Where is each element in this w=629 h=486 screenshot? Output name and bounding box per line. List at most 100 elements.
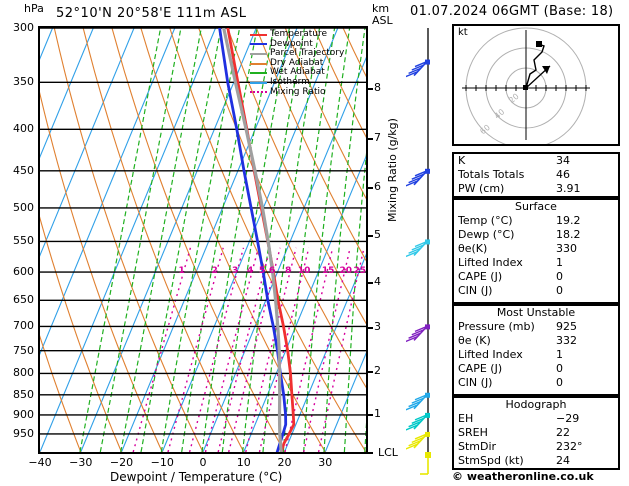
legend-label: Dewpoint <box>270 38 313 49</box>
legend-label: Mixing Ratio <box>270 86 326 97</box>
pressure-tick-label: 700 <box>13 319 34 333</box>
legend-label: Parcel Trajectory <box>270 48 345 59</box>
stat-key: θe(K) <box>458 242 488 255</box>
stat-value: 34 <box>556 154 570 167</box>
stat-key: Totals Totals <box>458 168 525 181</box>
height-unit-label-km: km <box>372 2 390 15</box>
skewt-canvas <box>40 28 366 452</box>
stat-value: 19.2 <box>556 214 581 227</box>
stat-row: Lifted Index 1 <box>454 348 618 362</box>
legend-swatch <box>250 81 267 84</box>
pressure-tick-label: 900 <box>13 407 34 421</box>
pressure-tick-label: 950 <box>13 426 34 440</box>
stat-value: 0 <box>556 376 563 389</box>
temperature-tick-label: −20 <box>109 456 134 469</box>
pressure-tick-label: 550 <box>13 234 34 248</box>
stat-value: 330 <box>556 242 577 255</box>
legend-swatch <box>250 62 267 65</box>
stat-row: StmSpd (kt) 24 <box>454 454 618 468</box>
height-tick-mark <box>368 281 373 284</box>
mixing-ratio-value-label: 10 <box>297 266 311 276</box>
stat-value: 3.91 <box>556 182 581 195</box>
stat-row: PW (cm) 3.91 <box>454 182 618 196</box>
legend-item: Dry Adiabat <box>250 57 354 69</box>
copyright-label: © weatheronline.co.uk <box>452 470 594 483</box>
stat-key: Dewp (°C) <box>458 228 515 241</box>
mixing-ratio-value-label: 6 <box>268 266 276 276</box>
pressure-unit-label: hPa <box>24 2 44 15</box>
stat-value: 1 <box>556 256 563 269</box>
hodograph-stats-panel: Hodograph EH −29 SREH 22 StmDir 232° StmSpd (kt… <box>452 396 620 470</box>
legend-swatch <box>250 43 267 46</box>
stat-key: Temp (°C) <box>458 214 513 227</box>
most-unstable-parcel-panel: Most Unstable Pressure (mb) 925 θe (K) 332 Li… <box>452 304 620 396</box>
stat-row: SREH 22 <box>454 426 618 440</box>
legend-swatch <box>250 91 267 94</box>
storm-motion-arrowhead <box>542 66 550 74</box>
stat-value: 24 <box>556 454 570 467</box>
mixing-ratio-value-label: 2 <box>211 266 218 276</box>
stat-key: CAPE (J) <box>458 362 503 375</box>
x-axis-label: Dewpoint / Temperature (°C) <box>110 470 283 484</box>
pressure-tick-label: 800 <box>13 366 34 380</box>
height-tick-mark <box>368 138 373 141</box>
stat-key: Pressure (mb) <box>458 320 535 333</box>
surface-parcel-panel: Surface Temp (°C) 19.2 Dewp (°C) 18.2 θe(K) 33… <box>452 198 620 304</box>
hodograph-unit-label: kt <box>458 27 468 38</box>
legend-item: Temperature <box>250 29 354 40</box>
stat-key: StmDir <box>458 440 497 453</box>
stat-row: Totals Totals 46 <box>454 168 618 182</box>
height-tick-label: 4 <box>374 274 381 288</box>
panel-title: Most Unstable <box>496 306 576 319</box>
pressure-tick-label: 500 <box>13 200 34 214</box>
stat-row: θe (K) 332 <box>454 334 618 348</box>
legend-swatch <box>250 33 267 36</box>
stat-row: CAPE (J) 0 <box>454 362 618 376</box>
pressure-tick-label: 750 <box>13 343 34 357</box>
hodograph-top-marker <box>536 41 542 47</box>
height-tick-mark <box>368 187 373 190</box>
mixing-ratio-value-label: 20 <box>339 266 353 276</box>
mixing-ratio-value-label: 4 <box>246 266 254 276</box>
height-tick-label: 3 <box>374 319 381 333</box>
stat-key: EH <box>458 412 474 425</box>
temperature-tick-label: 0 <box>199 456 207 469</box>
stat-value: 0 <box>556 362 563 375</box>
stat-row: Lifted Index 1 <box>454 256 618 270</box>
pressure-tick-label: 850 <box>13 387 34 401</box>
height-tick-label: 2 <box>374 364 381 378</box>
stat-value: 232° <box>556 440 583 453</box>
stat-value: 1 <box>556 348 563 361</box>
pressure-tick-label: 600 <box>13 265 34 279</box>
pressure-tick-label: 350 <box>13 75 34 89</box>
legend-label: Dry Adiabat <box>270 57 324 68</box>
mixing-ratio-value-label: 3 <box>231 266 239 276</box>
mixing-ratio-axis-label: Mixing Ratio (g/kg) <box>386 118 399 222</box>
height-tick-label: 8 <box>374 81 381 95</box>
mixing-ratio-value-label: 15 <box>321 266 335 276</box>
height-unit-label-asl: ASL <box>372 14 393 27</box>
height-tick-mark <box>368 235 373 238</box>
stat-key: K <box>458 154 466 167</box>
pressure-tick-label: 650 <box>13 293 34 307</box>
stat-value: 18.2 <box>556 228 581 241</box>
temperature-tick-label: −30 <box>69 456 93 469</box>
mixing-ratio-value-label: 25 <box>353 266 366 276</box>
mixing-ratio-value-label: 8 <box>285 266 292 276</box>
lcl-label: LCL <box>378 446 398 459</box>
stat-key: θe (K) <box>458 334 491 347</box>
stat-row: EH −29 <box>454 412 618 426</box>
legend-label: Temperature <box>270 29 328 39</box>
temperature-tick-label: −40 <box>28 456 52 469</box>
temperature-tick-label: −10 <box>150 456 174 469</box>
legend-swatch <box>250 72 267 75</box>
pressure-tick-label: 300 <box>13 21 34 34</box>
stat-value: 0 <box>556 270 563 283</box>
legend-item: Dewpoint <box>250 38 354 50</box>
panel-title: Hodograph <box>505 398 567 411</box>
height-tick-label: 6 <box>374 180 381 194</box>
stat-value: 46 <box>556 168 570 181</box>
stat-key: PW (cm) <box>458 182 505 195</box>
stability-indices-panel: K 34 Totals Totals 46 PW (cm) 3.91 <box>452 152 620 198</box>
wind-barb-canvas <box>406 28 431 475</box>
